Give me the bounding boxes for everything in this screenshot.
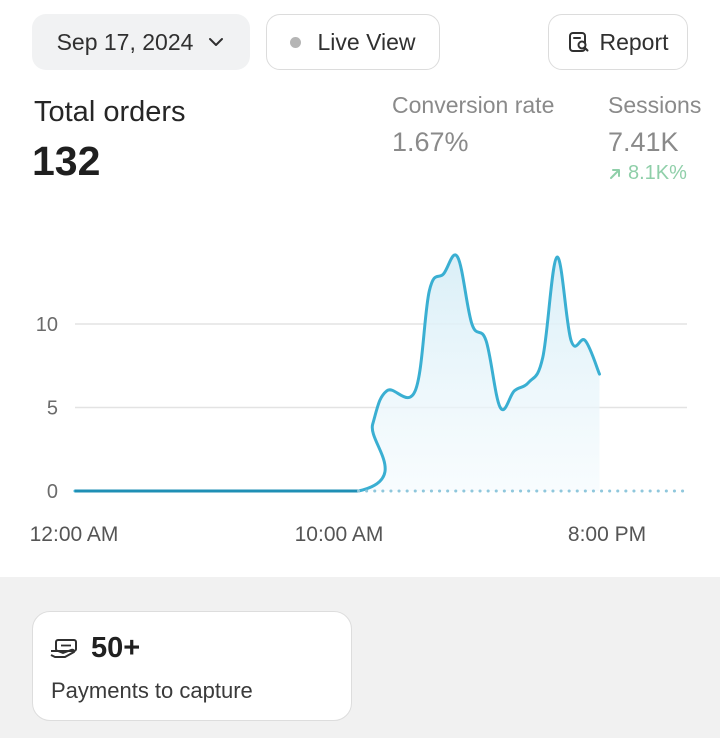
sessions-trend: 8.1K% xyxy=(608,162,701,185)
conversion-rate-metric[interactable]: Conversion rate 1.67% xyxy=(392,92,554,158)
date-selector-button[interactable]: Sep 17, 2024 xyxy=(32,14,250,70)
x-axis-labels: 12:00 AM 10:00 AM 8:00 PM xyxy=(30,523,646,546)
series-area xyxy=(75,254,600,491)
payments-count: 50+ xyxy=(91,632,141,664)
bottom-panel: 50+ Payments to capture xyxy=(0,577,720,738)
sessions-metric[interactable]: Sessions 7.41K 8.1K% xyxy=(608,92,701,185)
arrow-up-right-icon xyxy=(610,168,620,179)
series-line xyxy=(73,253,601,493)
conversion-rate-label: Conversion rate xyxy=(392,92,555,118)
sessions-label: Sessions xyxy=(608,92,702,118)
y-axis-labels: 0 5 10 xyxy=(36,314,58,503)
y-tick-label: 10 xyxy=(36,314,58,336)
y-tick-label: 0 xyxy=(47,481,58,503)
chevron-down-icon xyxy=(209,38,224,46)
y-tick-label: 5 xyxy=(47,398,58,420)
sessions-value: 7.41K xyxy=(608,127,679,157)
live-view-label: Live View xyxy=(317,28,416,55)
date-label: Sep 17, 2024 xyxy=(56,28,194,55)
orders-chart: 0 5 10 12:00 AM 10:00 AM 8:00 PM xyxy=(30,253,689,546)
toolbar: Sep 17, 2024 Live View Report xyxy=(0,0,720,80)
payments-label: Payments to capture xyxy=(51,678,253,703)
payments-card-header: 50+ xyxy=(49,632,140,665)
report-label: Report xyxy=(599,28,669,55)
status-dot-icon xyxy=(290,36,302,48)
live-view-button[interactable]: Live View xyxy=(266,14,440,70)
x-tick-label: 8:00 PM xyxy=(568,523,646,546)
report-button[interactable]: Report xyxy=(548,14,688,70)
conversion-rate-value: 1.67% xyxy=(392,127,469,157)
cash-hand-icon xyxy=(50,638,77,658)
x-tick-label: 10:00 AM xyxy=(295,523,384,546)
x-tick-label: 12:00 AM xyxy=(30,523,119,546)
total-orders-value: 132 xyxy=(32,138,101,184)
sessions-trend-value: 8.1K% xyxy=(628,162,687,184)
total-orders-title[interactable]: Total orders xyxy=(34,96,186,128)
payments-card[interactable]: 50+ Payments to capture xyxy=(32,611,352,721)
report-search-icon xyxy=(569,32,589,52)
